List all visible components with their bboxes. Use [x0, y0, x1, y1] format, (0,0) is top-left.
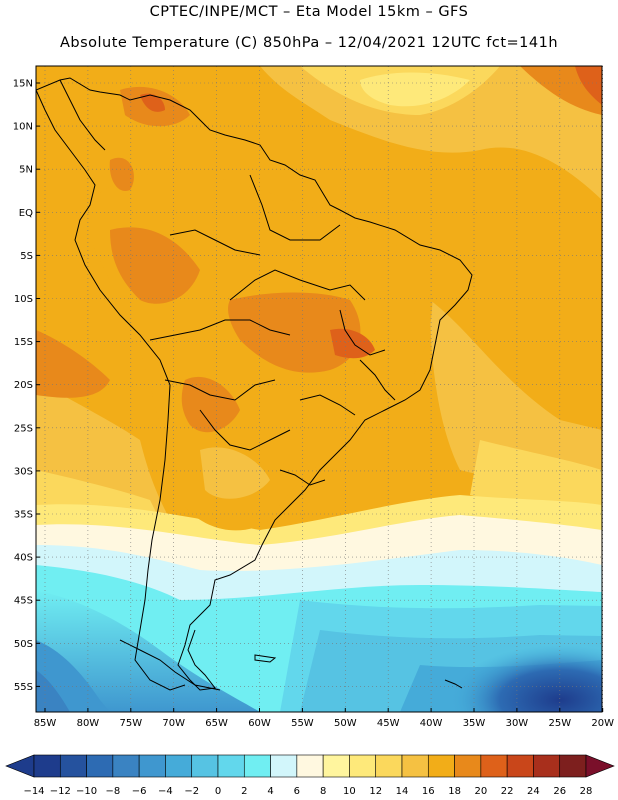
lat-label-45s: 45S — [14, 596, 33, 607]
lon-label-30w: 30W — [506, 718, 529, 729]
legend-label: 10 — [343, 786, 356, 797]
legend-label: 28 — [580, 786, 593, 797]
lon-label-65w: 65W — [205, 718, 228, 729]
lat-label-10s: 10S — [14, 294, 33, 305]
legend-label: −14 — [23, 786, 44, 797]
legend-label: 8 — [320, 786, 326, 797]
lat-label-10n: 10N — [13, 122, 33, 133]
legend-swatch — [349, 754, 377, 778]
legend-swatch — [243, 754, 271, 778]
lat-label-30s: 30S — [14, 466, 33, 477]
lat-label-55s: 55S — [14, 682, 33, 693]
lon-label-40w: 40W — [420, 718, 443, 729]
lat-label-5s: 5S — [20, 251, 33, 262]
legend-swatch — [86, 754, 114, 778]
legend-swatch — [322, 754, 350, 778]
legend-swatch — [59, 754, 87, 778]
lat-label-15n: 15N — [13, 79, 33, 90]
legend-swatch — [296, 754, 324, 778]
legend-label: 20 — [474, 786, 487, 797]
lon-label-55w: 55W — [291, 718, 314, 729]
legend-swatch — [427, 754, 455, 778]
legend-label: −12 — [50, 786, 71, 797]
legend-swatch — [375, 754, 403, 778]
legend-swatch — [533, 754, 561, 778]
legend-swatch — [270, 754, 298, 778]
legend-label: −2 — [184, 786, 199, 797]
temperature-field — [36, 66, 602, 712]
legend-label: 26 — [553, 786, 566, 797]
coastlines — [36, 77, 473, 691]
legend-swatch — [165, 754, 193, 778]
legend-swatch — [217, 754, 245, 778]
longitude-labels: 85W 80W 75W 70W 65W 60W 55W 50W 45W 40W 35W 30W 25W 2… — [34, 708, 614, 729]
legend-label: 22 — [501, 786, 514, 797]
lat-label-50s: 50S — [14, 639, 33, 650]
lon-label-80w: 80W — [77, 718, 100, 729]
legend-label: −10 — [76, 786, 97, 797]
legend-label: −8 — [105, 786, 120, 797]
legend-label: 24 — [527, 786, 540, 797]
legend-label: 2 — [241, 786, 247, 797]
lat-label-20s: 20S — [14, 380, 33, 391]
legend-arrow-high — [585, 754, 615, 778]
legend-label: 0 — [215, 786, 221, 797]
title-line-2: Absolute Temperature (C) 850hPa – 12/04/… — [59, 35, 559, 51]
lon-label-85w: 85W — [34, 718, 57, 729]
latitude-labels: 15N 10N 5N EQ 5S 10S 15S 20S 25S 30S 35S 40S 45S 50S 5… — [13, 79, 40, 693]
lat-label-25s: 25S — [14, 423, 33, 434]
legend-swatch — [112, 754, 140, 778]
legend-label: −6 — [132, 786, 147, 797]
lon-label-50w: 50W — [334, 718, 357, 729]
legend-label: 14 — [396, 786, 409, 797]
lat-label-40s: 40S — [14, 553, 33, 564]
legend-swatch — [33, 754, 61, 778]
lon-label-70w: 70W — [162, 718, 185, 729]
legend-label: 18 — [448, 786, 461, 797]
legend-swatch — [191, 754, 219, 778]
lon-label-75w: 75W — [119, 718, 142, 729]
legend-label: 12 — [369, 786, 382, 797]
lon-label-20w: 20W — [591, 718, 614, 729]
legend-label: −4 — [158, 786, 173, 797]
legend-swatch — [401, 754, 429, 778]
color-legend-labels: −14 −12 −10 −8 −6 −4 −2 0 2 4 6 8 10 12 14 16 18 20 22 24 26… — [23, 786, 592, 797]
legend-swatch — [454, 754, 482, 778]
legend-label: 16 — [422, 786, 435, 797]
legend-swatch — [480, 754, 508, 778]
lon-label-35w: 35W — [463, 718, 486, 729]
lat-label-15s: 15S — [14, 337, 33, 348]
legend-swatch — [559, 754, 587, 778]
title-line-1: CPTEC/INPE/MCT – Eta Model 15km – GFS — [149, 4, 469, 20]
lon-label-25w: 25W — [548, 718, 571, 729]
legend-swatch — [138, 754, 166, 778]
legend-swatch — [506, 754, 534, 778]
lon-label-45w: 45W — [377, 718, 400, 729]
lat-label-35s: 35S — [14, 510, 33, 521]
legend-arrow-low — [5, 754, 35, 778]
lat-label-eq: EQ — [19, 208, 33, 219]
lon-label-60w: 60W — [248, 718, 271, 729]
legend-label: 4 — [267, 786, 273, 797]
map-frame — [35, 65, 603, 713]
lat-label-5n: 5N — [19, 165, 33, 176]
legend-label: 6 — [294, 786, 300, 797]
color-legend — [5, 754, 615, 778]
